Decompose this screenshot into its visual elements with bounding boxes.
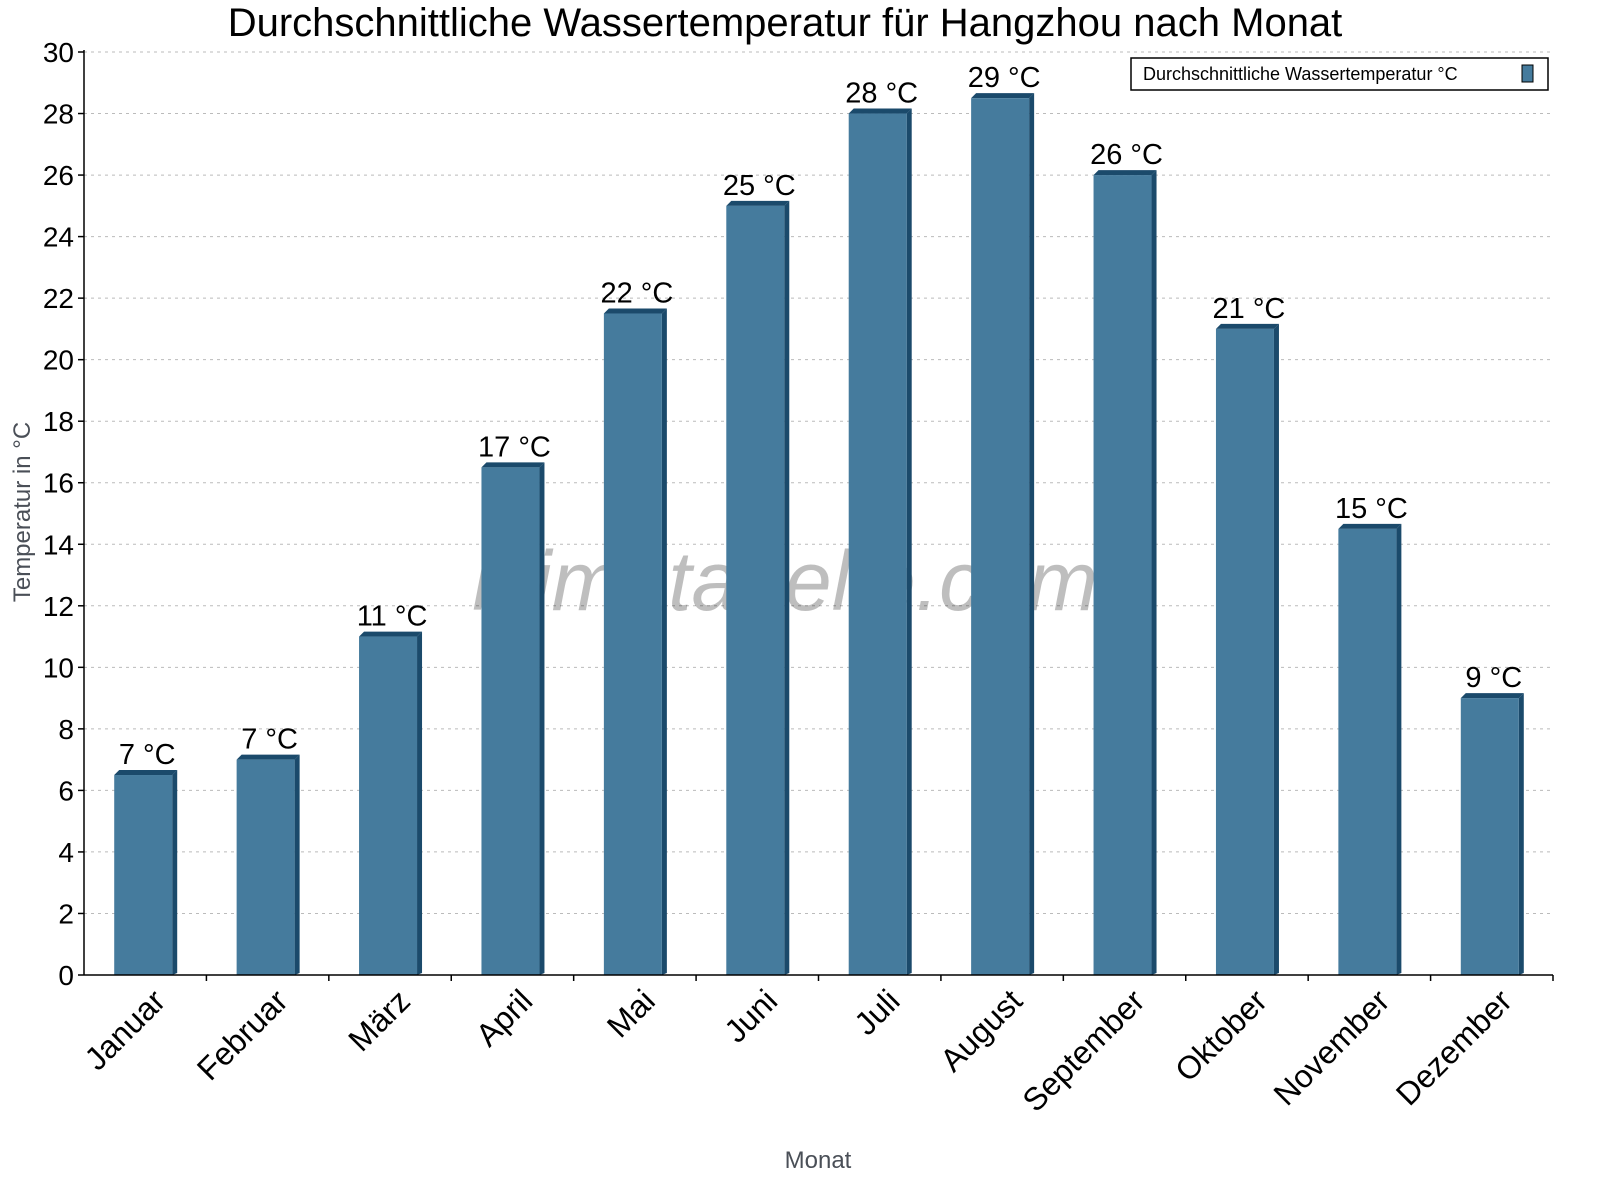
y-tick-label: 26 — [43, 160, 74, 191]
x-tick-label: Oktober — [1168, 982, 1274, 1088]
y-tick-label: 0 — [58, 960, 74, 991]
x-tick-label: Februar — [190, 982, 295, 1087]
x-tick-label: Juni — [717, 982, 784, 1049]
data-label: 26 °C — [1090, 139, 1163, 171]
legend-swatch — [1521, 64, 1534, 83]
y-tick-label: 24 — [43, 222, 74, 253]
bar-group: 25 °C — [723, 170, 796, 976]
x-tick-label: August — [933, 982, 1029, 1078]
y-tick-label: 28 — [43, 99, 74, 130]
x-tick-label: März — [341, 982, 417, 1058]
x-tick-label: Mai — [600, 982, 662, 1044]
bars: 7 °C 7 °C 11 °C 17 °C 22 °C 25 °C 28 °C 29 °C 26… — [114, 62, 1524, 976]
data-label: 28 °C — [845, 78, 918, 110]
bar-side — [1396, 523, 1402, 975]
x-tick-label: April — [469, 982, 540, 1053]
bar-side — [784, 200, 790, 976]
bar — [726, 205, 785, 976]
bar-side — [906, 108, 912, 976]
y-tick-label: 6 — [58, 775, 74, 806]
bar-top — [1093, 170, 1157, 176]
bar-top — [603, 308, 667, 314]
bar-group: 7 °C — [236, 724, 300, 975]
grid — [84, 51, 1553, 914]
data-label: 25 °C — [723, 170, 796, 202]
bar-side — [661, 308, 667, 975]
y-tick-label: 12 — [43, 591, 74, 622]
y-tick-label: 22 — [43, 283, 74, 314]
bar — [1215, 328, 1274, 975]
data-label: 7 °C — [119, 739, 176, 771]
data-label: 29 °C — [968, 62, 1041, 94]
y-tick-label: 2 — [58, 898, 74, 929]
bar-top — [726, 200, 790, 206]
bar-group: 28 °C — [845, 78, 918, 976]
y-tick-label: 20 — [43, 345, 74, 376]
bar — [236, 759, 295, 975]
data-label: 15 °C — [1335, 493, 1408, 525]
data-label: 7 °C — [241, 724, 298, 756]
bar — [848, 113, 907, 976]
data-label: 9 °C — [1465, 662, 1522, 694]
x-tick-label: Juli — [847, 982, 906, 1041]
y-tick-label: 30 — [43, 37, 74, 68]
bar-top — [848, 108, 912, 114]
data-label: 17 °C — [478, 431, 551, 463]
bar-top — [236, 754, 300, 760]
bar-side — [172, 770, 178, 975]
bar-top — [971, 93, 1035, 99]
bar-group: 9 °C — [1460, 662, 1524, 975]
bar — [114, 775, 173, 975]
y-tick-label: 16 — [43, 468, 74, 499]
data-label: 22 °C — [600, 278, 673, 310]
bar — [359, 636, 418, 975]
data-label: 21 °C — [1213, 293, 1286, 325]
bar-group: 21 °C — [1213, 293, 1286, 975]
bar-top — [1338, 523, 1402, 529]
bar-group: 26 °C — [1090, 139, 1163, 976]
bar-side — [1151, 170, 1157, 976]
chart-title: Durchschnittliche Wassertemperatur für H… — [228, 1, 1343, 45]
bar-top — [481, 462, 545, 468]
bar-top — [1215, 323, 1279, 329]
bar — [1093, 175, 1152, 976]
y-tick-label: 14 — [43, 529, 74, 560]
bar-group: 11 °C — [357, 601, 428, 975]
bar-side — [539, 462, 545, 976]
bar — [481, 467, 540, 975]
bar — [1460, 698, 1519, 975]
bar — [603, 313, 662, 975]
legend-label: Durchschnittliche Wassertemperatur °C — [1143, 64, 1458, 84]
x-tick-label: September — [1015, 982, 1151, 1118]
bar-side — [417, 631, 423, 975]
bar — [1338, 528, 1397, 975]
legend: Durchschnittliche Wassertemperatur °C — [1130, 57, 1549, 91]
bar-side — [1273, 323, 1279, 975]
x-tick-label: Dezember — [1389, 982, 1519, 1112]
y-axis-label: Temperatur in °C — [9, 422, 36, 602]
x-tick-label: November — [1266, 982, 1396, 1112]
bar-group: 22 °C — [600, 278, 673, 975]
y-tick-label: 18 — [43, 406, 74, 437]
y-tick-label: 8 — [58, 714, 74, 745]
x-axis-label: Monat — [785, 1147, 852, 1174]
bar-side — [1518, 693, 1524, 975]
y-tick-label: 4 — [58, 837, 74, 868]
bar-top — [1460, 693, 1524, 699]
bar-group: 29 °C — [968, 62, 1041, 975]
bar-side — [294, 754, 300, 975]
y-tick-label: 10 — [43, 652, 74, 683]
bar-side — [1029, 93, 1035, 975]
x-tick-label: Januar — [78, 982, 173, 1077]
data-label: 11 °C — [357, 601, 428, 633]
bar-top — [114, 770, 178, 776]
bar-top — [359, 631, 423, 637]
bar — [971, 98, 1030, 975]
bar-group: 17 °C — [478, 431, 551, 976]
bar-group: 7 °C — [114, 739, 178, 975]
bar-group: 15 °C — [1335, 493, 1408, 975]
